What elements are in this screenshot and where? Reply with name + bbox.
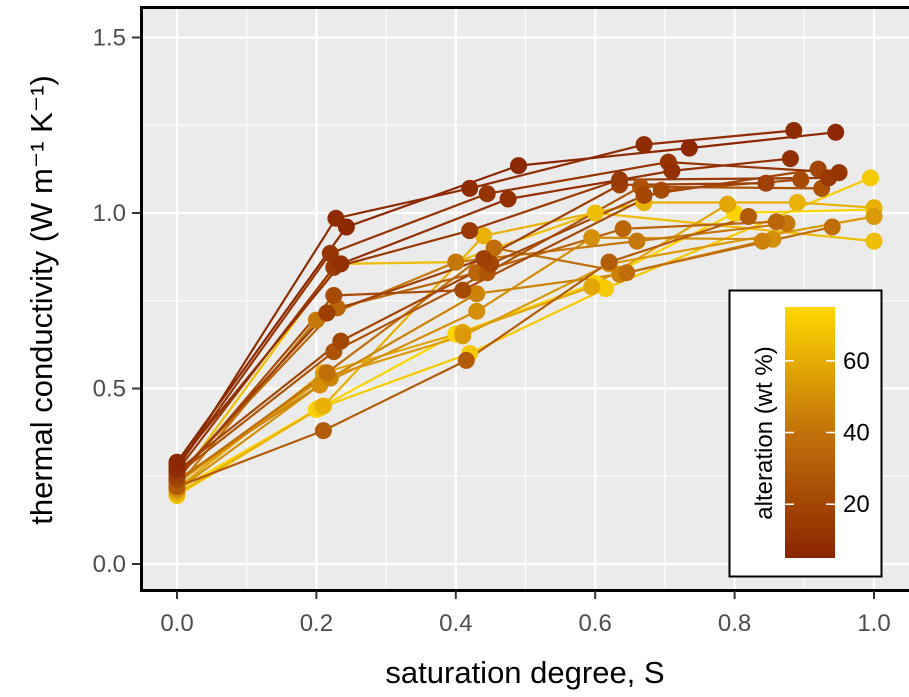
data-point bbox=[461, 179, 479, 197]
colorbar-ticks: 20 40 60 bbox=[785, 348, 870, 518]
x-tick-label: 1.0 bbox=[857, 610, 890, 637]
data-point bbox=[767, 213, 785, 231]
data-point bbox=[719, 195, 737, 213]
data-point bbox=[781, 150, 799, 168]
data-point bbox=[454, 281, 472, 299]
data-point bbox=[478, 185, 496, 203]
data-point bbox=[628, 232, 646, 250]
y-tick-label: 0.0 bbox=[93, 551, 126, 578]
y-axis-ticks: 0.0 0.5 1.0 1.5 bbox=[93, 25, 140, 578]
data-point bbox=[332, 332, 350, 350]
data-point bbox=[618, 264, 636, 282]
legend-title: alteration (wt %) bbox=[751, 346, 778, 519]
data-point bbox=[785, 122, 803, 139]
data-point bbox=[318, 304, 336, 322]
data-point bbox=[862, 169, 879, 187]
data-point bbox=[583, 229, 601, 247]
plot-border bbox=[140, 6, 909, 592]
data-point bbox=[827, 123, 845, 141]
colorbar-tick-label: 40 bbox=[843, 420, 870, 447]
series-points bbox=[168, 122, 883, 505]
data-point bbox=[457, 351, 475, 369]
data-point bbox=[447, 253, 465, 271]
x-tick-label: 0.4 bbox=[439, 610, 472, 637]
data-point bbox=[583, 278, 601, 296]
data-point bbox=[461, 222, 479, 240]
data-point bbox=[754, 232, 771, 250]
x-tick-label: 0.8 bbox=[718, 610, 751, 637]
colorbar-tick-label: 20 bbox=[843, 491, 870, 518]
series-line bbox=[176, 201, 875, 495]
data-point bbox=[468, 302, 486, 320]
data-point bbox=[454, 327, 472, 345]
x-tick-label: 0.0 bbox=[160, 610, 193, 637]
data-point bbox=[865, 208, 883, 225]
data-point bbox=[510, 157, 527, 175]
legend: alteration (wt %) 20 40 60 bbox=[728, 289, 883, 578]
data-point bbox=[865, 232, 883, 250]
data-point bbox=[611, 171, 629, 189]
data-point bbox=[788, 194, 806, 211]
data-point bbox=[168, 453, 186, 471]
data-point bbox=[475, 250, 493, 268]
data-point bbox=[652, 181, 670, 199]
data-point bbox=[792, 171, 810, 189]
data-point bbox=[318, 364, 336, 382]
data-point bbox=[314, 422, 332, 440]
data-point bbox=[337, 218, 355, 236]
data-point bbox=[485, 239, 503, 257]
colorbar-tick-label: 60 bbox=[843, 348, 870, 375]
y-axis-title: thermal conductivity (W m⁻¹ K⁻¹) bbox=[24, 75, 59, 525]
data-point bbox=[321, 244, 339, 262]
data-point bbox=[314, 397, 332, 415]
y-tick-label: 1.5 bbox=[93, 25, 126, 52]
x-axis-ticks: 0.0 0.2 0.4 0.6 0.8 1.0 bbox=[160, 591, 891, 637]
data-point bbox=[635, 186, 653, 204]
data-point bbox=[823, 218, 841, 236]
data-point bbox=[325, 287, 343, 304]
data-point bbox=[586, 204, 604, 222]
data-point bbox=[757, 174, 775, 192]
data-point bbox=[614, 220, 632, 238]
data-point bbox=[468, 285, 486, 303]
data-point bbox=[332, 255, 350, 273]
data-point bbox=[499, 190, 517, 208]
x-axis-title: saturation degree, S bbox=[385, 655, 664, 690]
data-point bbox=[597, 280, 615, 297]
data-point bbox=[740, 208, 757, 225]
x-tick-label: 0.2 bbox=[300, 610, 333, 637]
data-point bbox=[635, 136, 653, 154]
data-point bbox=[663, 162, 681, 180]
y-tick-label: 0.5 bbox=[93, 376, 126, 403]
data-point bbox=[680, 139, 698, 157]
y-tick-label: 1.0 bbox=[93, 200, 126, 227]
x-tick-label: 0.6 bbox=[579, 610, 612, 637]
data-point bbox=[600, 253, 618, 271]
data-point bbox=[475, 227, 493, 245]
data-point bbox=[830, 164, 848, 182]
